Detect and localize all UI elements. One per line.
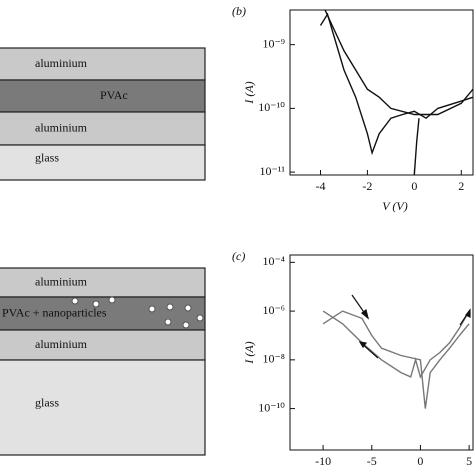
y-tick-label: 10⁻¹¹ <box>259 164 285 178</box>
layer <box>0 296 206 331</box>
nanoparticle <box>196 314 204 322</box>
x-tick-label: 0 <box>411 179 417 193</box>
x-tick-label: 0 <box>417 454 423 468</box>
layer-label: aluminium <box>35 337 88 351</box>
plot-frame <box>289 9 474 176</box>
y-tick-label: 10⁻⁸ <box>262 352 285 366</box>
x-tick-label: -10 <box>315 454 331 468</box>
layer-label: aluminium <box>35 274 88 288</box>
nanoparticle <box>92 300 100 308</box>
layer <box>0 111 206 146</box>
panel-label: (c) <box>232 249 245 263</box>
layer <box>0 47 206 81</box>
arrow-head <box>465 308 471 318</box>
layer <box>0 359 206 456</box>
plot-frame <box>289 254 474 451</box>
layer-label: PVAc + nanoparticles <box>2 305 107 319</box>
nanoparticles <box>71 296 204 329</box>
x-tick-label: 2 <box>458 179 464 193</box>
y-axis-label: I (A) <box>242 341 256 364</box>
layer <box>0 267 206 298</box>
layer <box>0 79 206 113</box>
y-tick-label: 10⁻⁹ <box>262 36 285 50</box>
arrows <box>351 294 471 359</box>
nanoparticle <box>182 321 190 329</box>
x-tick-label: -5 <box>367 454 377 468</box>
layer-label: PVAc <box>100 88 128 102</box>
y-tick-label: 10⁻¹⁰ <box>258 400 285 414</box>
layer-label: aluminium <box>35 120 88 134</box>
layer-label: glass <box>35 395 59 409</box>
x-tick-label: 5 <box>466 454 472 468</box>
arrow-head <box>361 308 370 320</box>
x-tick-label: -4 <box>316 179 326 193</box>
layer-label: glass <box>35 150 59 164</box>
nanoparticle <box>184 304 192 312</box>
series-line <box>324 10 473 116</box>
x-axis-label: V (V) <box>382 199 407 213</box>
y-axis-label: I (A) <box>242 81 256 104</box>
layer <box>0 329 206 361</box>
layer <box>0 144 206 181</box>
y-tick-label: 10⁻⁴ <box>262 254 285 268</box>
series-line <box>413 118 420 175</box>
nanoparticle <box>71 297 79 305</box>
series-line <box>319 12 473 156</box>
y-tick-label: 10⁻¹⁰ <box>258 100 285 114</box>
y-tick-label: 10⁻⁶ <box>262 303 285 317</box>
series-line <box>322 310 470 379</box>
x-tick-label: -2 <box>362 179 372 193</box>
layer-label: aluminium <box>35 56 88 70</box>
nanoparticle <box>148 305 156 313</box>
nanoparticle <box>108 296 116 304</box>
panel-label: (b) <box>232 4 246 18</box>
nanoparticle <box>166 303 174 311</box>
series-line <box>322 310 470 409</box>
arrow-head <box>358 341 368 349</box>
nanoparticle <box>164 318 172 326</box>
